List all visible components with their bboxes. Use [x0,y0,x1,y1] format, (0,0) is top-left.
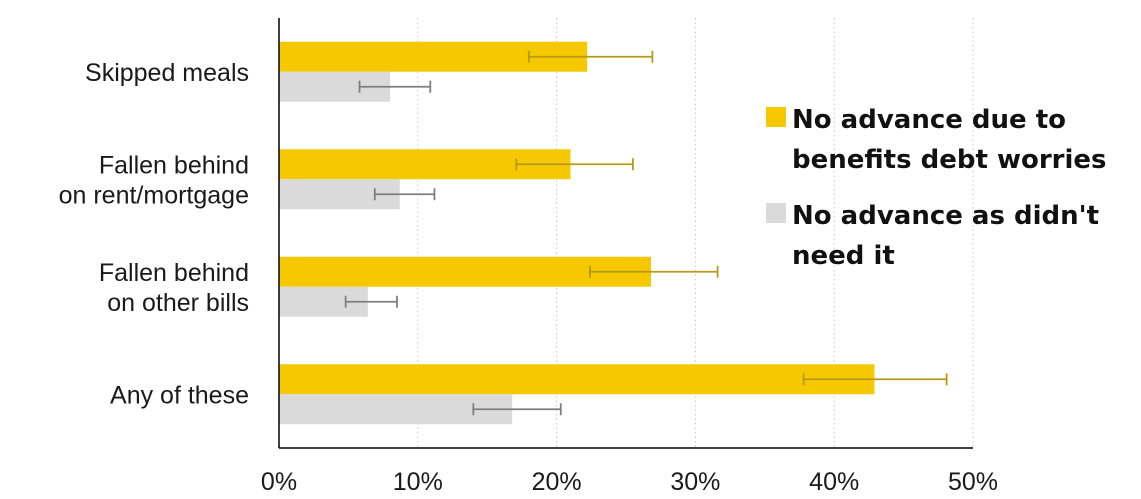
legend-label: No advance as didn't [792,201,1099,231]
category-label: Fallen behind [99,259,249,287]
legend-swatch [766,203,786,223]
legend-label: need it [792,241,895,271]
error-bars [344,50,948,416]
bar [279,364,875,395]
legend: No advance due to benefits debt worries No… [766,105,1107,271]
bar [279,256,651,287]
category-label: on rent/mortgage [59,181,249,209]
bars [279,41,875,425]
x-tick-labels: 0% 10% 20% 30% 40% 50% [261,468,998,496]
x-tick-label: 10% [393,468,443,496]
x-tick-label: 20% [532,468,582,496]
x-tick-label: 0% [261,468,297,496]
x-tick-label: 30% [670,468,720,496]
legend-swatch [766,107,786,127]
category-label: on other bills [107,289,249,317]
axes [278,18,973,449]
category-label: Skipped meals [85,59,249,87]
x-tick-label: 50% [948,468,998,496]
x-tick-label: 40% [809,468,859,496]
category-label: Any of these [110,381,249,409]
category-label: Fallen behind [99,151,249,179]
legend-label: No advance due to [792,105,1066,135]
legend-label: benefits debt worries [792,145,1107,175]
